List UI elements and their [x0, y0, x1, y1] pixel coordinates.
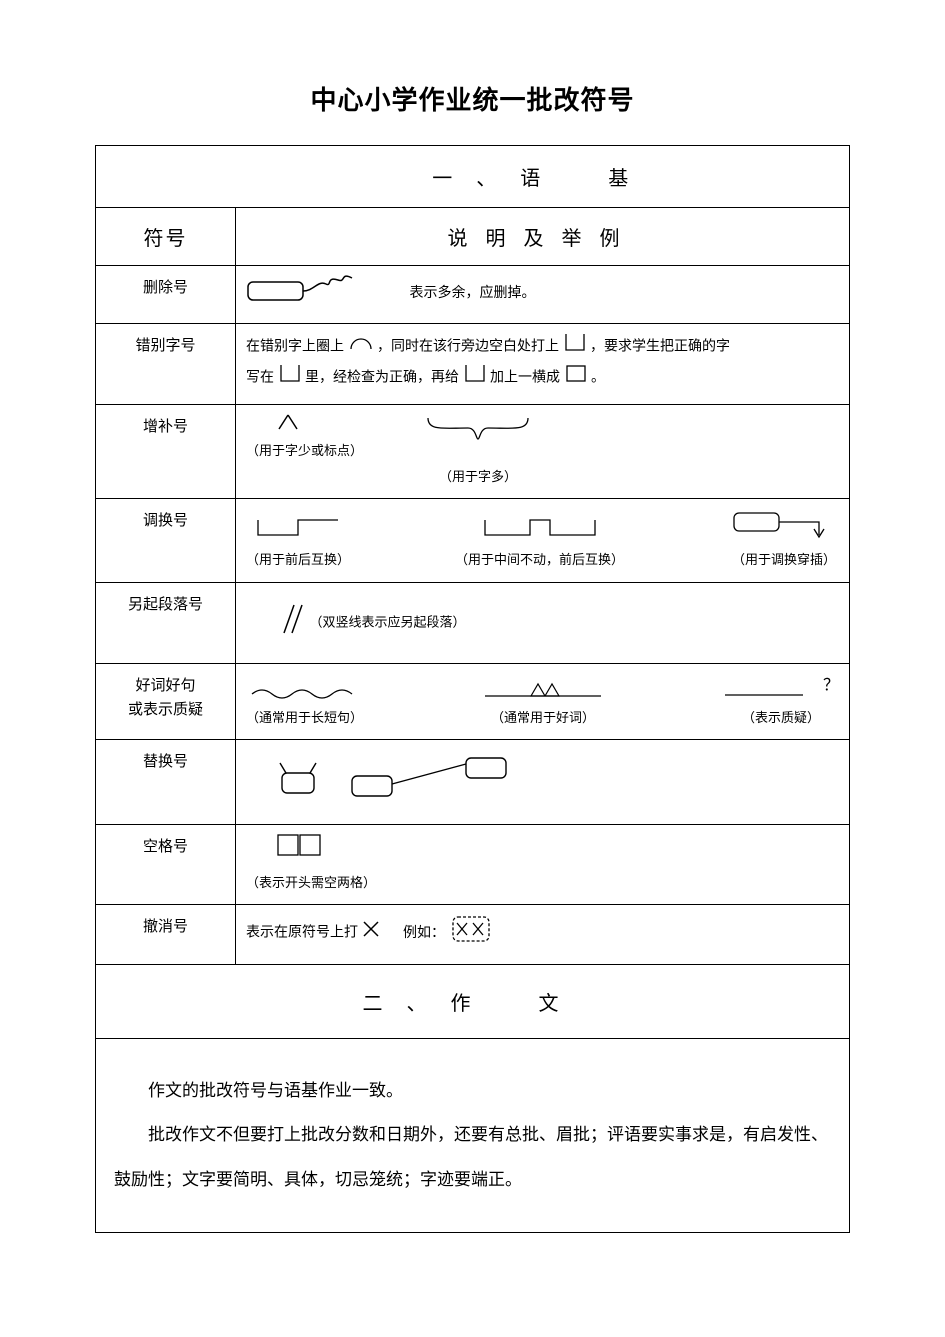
question-mark: ？ [823, 677, 839, 694]
undo-t1: 表示在原符号上打 [246, 926, 358, 941]
goodword-note1: （通常用于长短句） [246, 707, 363, 729]
wrongchar-t6: 加上一横成 [490, 371, 560, 386]
circle-top-icon [348, 333, 374, 362]
table-row: 撤消号 表示在原符号上打 例如： [96, 905, 850, 965]
swap-note2: （用于中间不动，前后互换） [455, 549, 624, 571]
table-row: 空格号 （表示开头需空两格） [96, 825, 850, 905]
col-header-symbol: 符号 [96, 208, 236, 266]
row-space-content: （表示开头需空两格） [236, 825, 850, 905]
caret-up-icon [276, 413, 300, 440]
bracket-open-icon2 [278, 363, 302, 394]
table-row: 另起段落号 （双竖线表示应另起段落） [96, 582, 850, 664]
wave-line-icon [250, 683, 360, 707]
two-squares-icon [276, 833, 326, 866]
wrongchar-t4: 写在 [246, 371, 274, 386]
table-row: 符号 说明及举例 [96, 208, 850, 266]
table-row: 作文的批改符号与语基作业一致。 批改作文不但要打上批改分数和日期外，还要有总批、… [96, 1039, 850, 1233]
brace-down-icon [423, 413, 533, 452]
page-title: 中心小学作业统一批改符号 [95, 80, 850, 117]
replace-short-icon [276, 761, 322, 804]
insert-note2: （用于字多） [423, 466, 533, 488]
row-replace-content [236, 739, 850, 825]
table-row: 删除号 表示多余，应删掉。 [96, 266, 850, 324]
wrongchar-t7: 。 [591, 371, 605, 386]
col-header-desc: 说明及举例 [236, 208, 850, 266]
bracket-open-icon [563, 332, 587, 363]
row-goodword-content: （通常用于长短句） （通常用于好词） [236, 664, 850, 739]
wrongchar-t3: ，要求学生把正确的字 [590, 340, 730, 355]
row-newpara-label: 另起段落号 [96, 582, 236, 664]
row-delete-label: 删除号 [96, 266, 236, 324]
goodword-label2: 或表示质疑 [128, 702, 203, 718]
newpara-note: （双竖线表示应另起段落） [310, 614, 466, 629]
wrongchar-t5: 里，经检查为正确，再给 [305, 371, 459, 386]
swap-note3: （用于调换穿插） [729, 549, 839, 571]
double-slash-icon [276, 603, 306, 644]
insert-note1: （用于字少或标点） [246, 440, 363, 462]
row-delete-content: 表示多余，应删掉。 [236, 266, 850, 324]
essay-content: 作文的批改符号与语基作业一致。 批改作文不但要打上批改分数和日期外，还要有总批、… [96, 1039, 850, 1233]
table-row: 调换号 （用于前后互换） （用于中间不动，前后互换） [96, 498, 850, 582]
question-line-icon [723, 680, 823, 707]
table-row: 增补号 （用于字少或标点） （用于字多） [96, 404, 850, 498]
undo-t2: 例如： [403, 926, 445, 941]
symbols-table: 一、语 基 符号 说明及举例 删除号 表示多余，应删掉。 错别字号 在错别字上圈… [95, 145, 850, 1233]
goodword-label1: 好词好句 [135, 678, 195, 694]
row-space-label: 空格号 [96, 825, 236, 905]
row-delete-desc: 表示多余，应删掉。 [410, 286, 536, 301]
swap-adjacent-icon [253, 515, 343, 550]
goodword-note3: （表示质疑） [723, 707, 839, 729]
section2-heading: 二、作 文 [96, 965, 850, 1039]
swap-insert-icon [729, 507, 839, 550]
row-wrongchar-label: 错别字号 [96, 323, 236, 404]
goodword-note2: （通常用于好词） [483, 707, 603, 729]
table-row: 错别字号 在错别字上圈上 ，同时在该行旁边空白处打上 ，要求学生把正确的字 写在… [96, 323, 850, 404]
row-goodword-label: 好词好句 或表示质疑 [96, 664, 236, 739]
row-insert-content: （用于字少或标点） （用于字多） [236, 404, 850, 498]
row-insert-label: 增补号 [96, 404, 236, 498]
row-swap-content: （用于前后互换） （用于中间不动，前后互换） [236, 498, 850, 582]
wrongchar-t1: 在错别字上圈上 [246, 340, 344, 355]
table-row: 一、语 基 [96, 146, 850, 208]
table-row: 二、作 文 [96, 965, 850, 1039]
section1-heading: 一、语 基 [236, 146, 850, 208]
replace-long-icon [346, 758, 516, 807]
cross-icon [362, 920, 380, 947]
bracket-open-icon3 [463, 363, 487, 394]
triangles-line-icon [483, 680, 603, 707]
row-wrongchar-content: 在错别字上圈上 ，同时在该行旁边空白处打上 ，要求学生把正确的字 写在 里，经检… [236, 323, 850, 404]
essay-p2: 批改作文不但要打上批改分数和日期外，还要有总批、眉批；评语要实事求是，有启发性、… [114, 1113, 831, 1201]
table-row: 好词好句 或表示质疑 （通常用于长短句） [96, 664, 850, 739]
swap-middle-icon [480, 515, 600, 550]
row-replace-label: 替换号 [96, 739, 236, 825]
wrongchar-t2: ，同时在该行旁边空白处打上 [377, 340, 559, 355]
swap-note1: （用于前后互换） [246, 549, 350, 571]
space-note: （表示开头需空两格） [246, 872, 839, 894]
bracket-closed-icon [564, 363, 588, 394]
row-newpara-content: （双竖线表示应另起段落） [236, 582, 850, 664]
delete-mark-icon [246, 274, 366, 313]
table-row: 替换号 [96, 739, 850, 825]
row-undo-content: 表示在原符号上打 例如： [236, 905, 850, 965]
undo-example-icon [449, 913, 495, 954]
row-swap-label: 调换号 [96, 498, 236, 582]
essay-p1: 作文的批改符号与语基作业一致。 [114, 1069, 831, 1113]
row-undo-label: 撤消号 [96, 905, 236, 965]
